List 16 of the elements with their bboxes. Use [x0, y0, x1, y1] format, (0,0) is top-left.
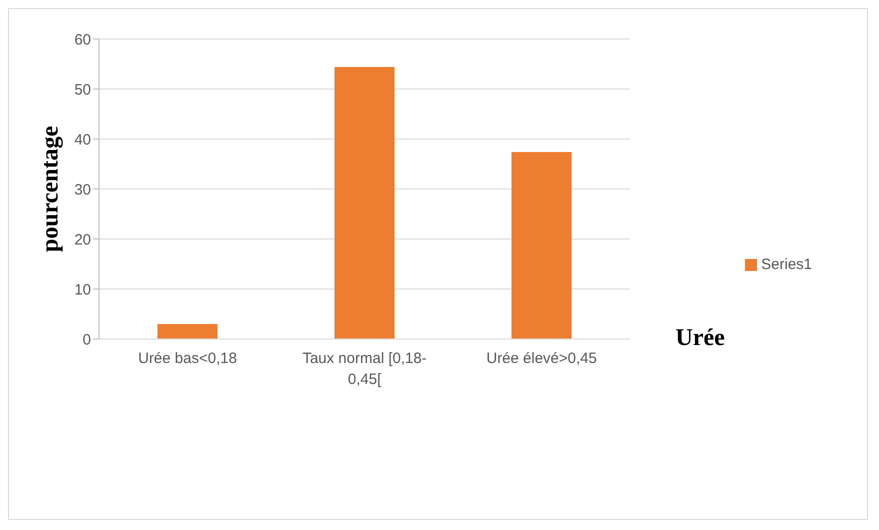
x-tick-label: Urée élevé>0,45 — [486, 350, 597, 367]
y-tick-label: 60 — [74, 31, 91, 48]
y-tick-label: 50 — [74, 81, 91, 98]
bar — [157, 324, 218, 339]
x-tick-label: Taux normal [0,18-0,45[ — [302, 350, 427, 388]
legend-label: Series1 — [761, 256, 812, 272]
bar — [334, 67, 394, 339]
y-tick-label: 0 — [82, 331, 91, 348]
x-axis-title: Urée — [675, 325, 726, 351]
x-tick-label: Urée bas<0,18 — [138, 350, 237, 367]
y-axis-title: pourcentage — [38, 126, 64, 252]
bar — [512, 152, 572, 339]
y-tick-label: 10 — [74, 281, 91, 298]
y-tick-label: 40 — [74, 131, 91, 148]
y-tick-label: 30 — [74, 181, 91, 198]
y-tick-label: 20 — [74, 231, 91, 248]
